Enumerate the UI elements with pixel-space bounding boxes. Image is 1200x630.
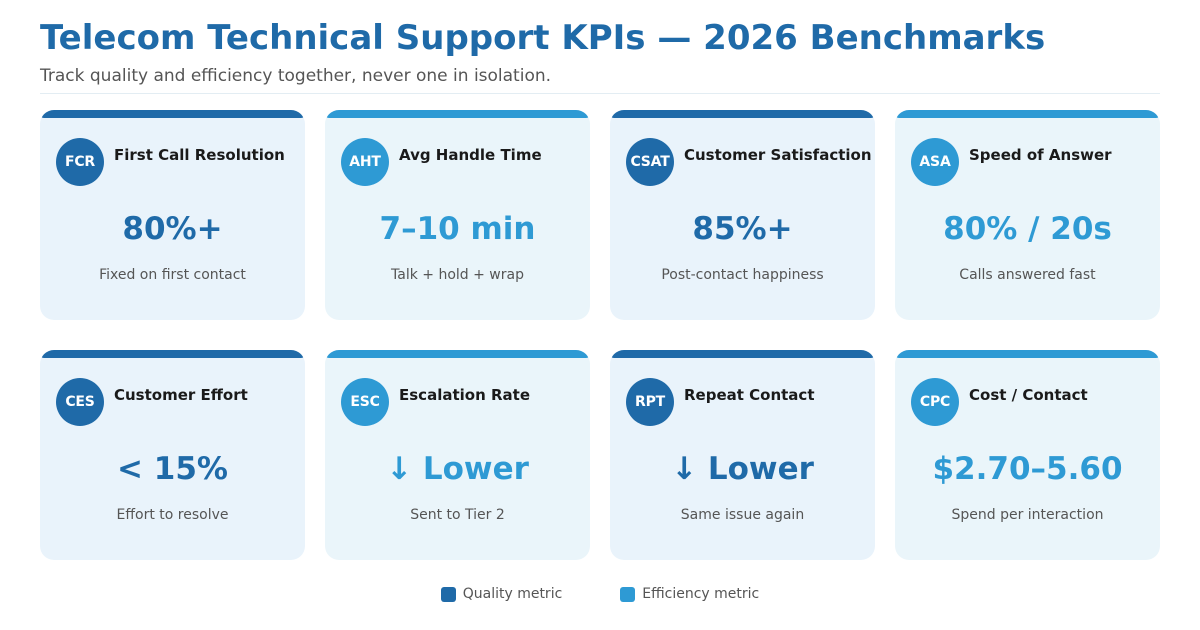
- kpi-card-rpt: RPT Repeat Contact ↓ Lower Same issue ag…: [610, 350, 875, 560]
- kpi-badge: CPC: [911, 378, 959, 426]
- card-accent-bar: [325, 110, 590, 118]
- legend-item-quality: Quality metric: [440, 586, 563, 602]
- kpi-description: Calls answered fast: [959, 267, 1096, 283]
- legend: Quality metric Efficiency metric: [0, 586, 1200, 602]
- kpi-value: 80% / 20s: [943, 211, 1112, 247]
- kpi-description: Post-contact happiness: [661, 267, 824, 283]
- kpi-badge: ASA: [911, 138, 959, 186]
- kpi-value: 80%+: [122, 211, 223, 247]
- kpi-card-asa: ASA Speed of Answer 80% / 20s Calls answ…: [895, 110, 1160, 320]
- card-accent-bar: [40, 350, 305, 358]
- card-accent-bar: [610, 350, 875, 358]
- kpi-description: Talk + hold + wrap: [391, 267, 524, 283]
- kpi-card-ces: CES Customer Effort < 15% Effort to reso…: [40, 350, 305, 560]
- kpi-card-fcr: FCR First Call Resolution 80%+ Fixed on …: [40, 110, 305, 320]
- kpi-value: 7–10 min: [379, 211, 536, 247]
- header-divider: [40, 93, 1160, 94]
- kpi-title: Customer Satisfaction: [684, 146, 872, 164]
- card-accent-bar: [895, 110, 1160, 118]
- card-accent-bar: [40, 110, 305, 118]
- kpi-title: Repeat Contact: [684, 386, 815, 404]
- page-title: Telecom Technical Support KPIs — 2026 Be…: [40, 18, 1046, 58]
- kpi-card-aht: AHT Avg Handle Time 7–10 min Talk + hold…: [325, 110, 590, 320]
- kpi-description: Effort to resolve: [116, 507, 229, 523]
- kpi-value: ↓ Lower: [671, 451, 814, 487]
- kpi-card-csat: CSAT Customer Satisfaction 85%+ Post-con…: [610, 110, 875, 320]
- kpi-value: 85%+: [692, 211, 793, 247]
- kpi-badge: CES: [56, 378, 104, 426]
- card-accent-bar: [325, 350, 590, 358]
- legend-swatch: [440, 586, 456, 602]
- card-accent-bar: [895, 350, 1160, 358]
- kpi-card-cpc: CPC Cost / Contact $2.70–5.60 Spend per …: [895, 350, 1160, 560]
- kpi-card-esc: ESC Escalation Rate ↓ Lower Sent to Tier…: [325, 350, 590, 560]
- kpi-badge: CSAT: [626, 138, 674, 186]
- legend-item-efficiency: Efficiency metric: [620, 586, 759, 602]
- kpi-title: First Call Resolution: [114, 146, 285, 164]
- page-subtitle: Track quality and efficiency together, n…: [40, 66, 552, 86]
- kpi-value: ↓ Lower: [386, 451, 529, 487]
- kpi-title: Avg Handle Time: [399, 146, 542, 164]
- kpi-badge: ESC: [341, 378, 389, 426]
- legend-swatch: [620, 586, 636, 602]
- kpi-title: Cost / Contact: [969, 386, 1088, 404]
- kpi-value: < 15%: [117, 451, 228, 487]
- kpi-badge: AHT: [341, 138, 389, 186]
- card-accent-bar: [610, 110, 875, 118]
- legend-label: Quality metric: [462, 586, 563, 602]
- kpi-value: $2.70–5.60: [932, 451, 1123, 487]
- kpi-description: Fixed on first contact: [99, 267, 246, 283]
- kpi-card-grid: FCR First Call Resolution 80%+ Fixed on …: [40, 110, 1160, 560]
- kpi-title: Speed of Answer: [969, 146, 1112, 164]
- kpi-title: Customer Effort: [114, 386, 248, 404]
- kpi-title: Escalation Rate: [399, 386, 530, 404]
- kpi-description: Same issue again: [680, 507, 805, 523]
- kpi-badge: FCR: [56, 138, 104, 186]
- kpi-description: Sent to Tier 2: [410, 507, 505, 523]
- legend-label: Efficiency metric: [642, 586, 760, 602]
- kpi-badge: RPT: [626, 378, 674, 426]
- kpi-description: Spend per interaction: [951, 507, 1104, 523]
